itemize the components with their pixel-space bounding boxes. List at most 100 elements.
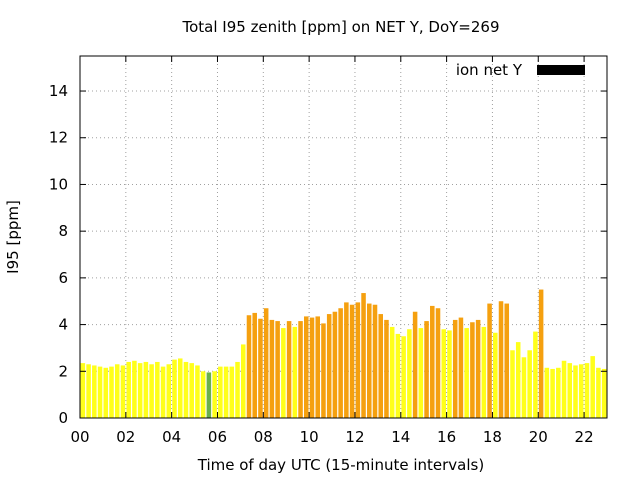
bar-39 [304, 316, 309, 418]
bar-0 [80, 363, 86, 418]
bar-61 [430, 305, 435, 418]
legend-label: ion net Y [456, 61, 523, 79]
bar-55 [395, 333, 401, 418]
x-tick-label: 18 [483, 428, 502, 446]
bar-86 [573, 365, 578, 418]
bar-59 [418, 328, 424, 418]
bar-71 [487, 303, 492, 418]
bar-27 [235, 361, 240, 418]
bar-66 [458, 317, 464, 418]
bar-89 [590, 356, 595, 418]
bar-12 [149, 364, 154, 418]
bar-38 [298, 321, 303, 418]
y-tick-label: 6 [58, 269, 68, 287]
bar-42 [321, 323, 326, 418]
bar-10 [137, 363, 143, 418]
legend-swatch [537, 65, 585, 75]
bar-19 [189, 363, 194, 418]
bar-87 [578, 364, 584, 418]
bar-22 [206, 372, 212, 418]
bar-3 [97, 366, 103, 418]
x-tick-label: 22 [575, 428, 594, 446]
bar-57 [407, 329, 412, 418]
bar-47 [349, 304, 355, 418]
bar-35 [281, 328, 286, 418]
bar-84 [561, 360, 567, 418]
bar-21 [200, 371, 206, 418]
x-tick-label: 16 [437, 428, 456, 446]
x-tick-label: 06 [208, 428, 227, 446]
bar-50 [367, 303, 372, 418]
bar-8 [126, 361, 131, 418]
bar-5 [109, 366, 114, 418]
bar-70 [481, 326, 487, 418]
bar-46 [344, 302, 349, 418]
legend: ion net Y [456, 61, 585, 79]
bar-58 [412, 311, 418, 418]
bar-25 [223, 366, 229, 418]
y-axis-label: I95 [ppm] [4, 200, 22, 274]
bar-24 [218, 366, 223, 418]
bar-31 [258, 318, 263, 418]
grid [79, 56, 607, 419]
bar-15 [166, 364, 172, 418]
chart-title: Total I95 zenith [ppm] on NET Y, DoY=269 [181, 18, 499, 36]
bar-44 [332, 311, 338, 418]
bar-67 [464, 328, 469, 418]
bar-4 [103, 367, 109, 418]
bar-33 [269, 319, 275, 418]
bar-28 [240, 344, 246, 418]
bar-20 [195, 365, 200, 418]
bar-88 [584, 363, 590, 418]
bar-45 [338, 308, 343, 418]
bar-16 [172, 359, 177, 418]
bar-53 [384, 319, 389, 418]
x-tick-label: 14 [391, 428, 410, 446]
bar-13 [155, 361, 160, 418]
x-tick-label: 20 [529, 428, 548, 446]
bar-82 [550, 368, 555, 418]
bar-37 [292, 326, 298, 418]
bar-1 [86, 364, 91, 418]
bar-48 [355, 302, 361, 418]
bar-2 [92, 365, 97, 418]
plot-frame [79, 55, 608, 419]
bar-30 [252, 312, 257, 418]
bar-11 [143, 361, 149, 418]
bar-26 [229, 366, 235, 418]
bar-81 [544, 367, 550, 418]
x-tick-label: 02 [116, 428, 135, 446]
bar-40 [309, 317, 315, 418]
bar-72 [493, 332, 498, 418]
bar-29 [246, 315, 252, 418]
bar-14 [160, 366, 166, 418]
bar-32 [263, 308, 269, 418]
bars [80, 289, 607, 418]
bar-9 [132, 360, 137, 418]
bar-49 [361, 293, 366, 418]
y-tick-label: 4 [58, 316, 68, 334]
bar-76 [515, 342, 521, 418]
bar-80 [538, 289, 544, 418]
bar-73 [498, 301, 504, 418]
x-axis-label: Time of day UTC (15-minute intervals) [197, 456, 484, 474]
bar-63 [441, 329, 447, 418]
bar-56 [401, 336, 406, 418]
bar-23 [212, 371, 217, 418]
bar-74 [504, 303, 510, 418]
y-tick-label: 14 [49, 82, 68, 100]
bar-54 [389, 326, 395, 418]
bar-65 [452, 319, 458, 418]
bar-36 [286, 321, 292, 418]
bar-7 [120, 365, 126, 418]
bar-51 [372, 304, 378, 418]
bar-17 [177, 358, 183, 418]
x-tick-label: 00 [70, 428, 89, 446]
bar-83 [556, 367, 561, 418]
x-tick-label: 04 [162, 428, 181, 446]
bar-34 [275, 321, 280, 418]
bar-68 [470, 322, 475, 418]
bar-75 [510, 350, 515, 418]
